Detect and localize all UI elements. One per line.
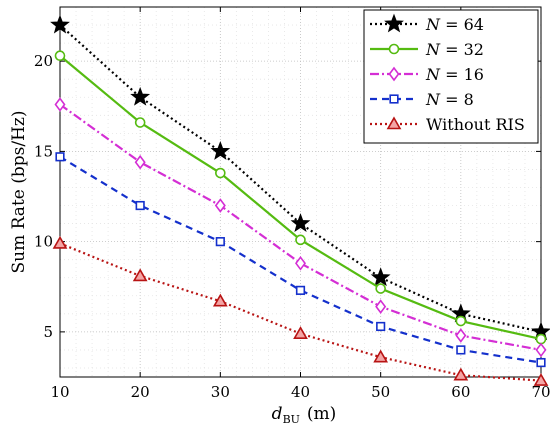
star-marker [384, 13, 404, 33]
y-tick-label: 5 [43, 323, 53, 341]
triangle-marker [533, 372, 549, 386]
circle-marker [388, 43, 400, 55]
diamond-marker [535, 342, 547, 358]
square-marker [135, 200, 145, 211]
triangle-marker [386, 116, 402, 130]
series-2 [54, 50, 547, 345]
triangle-marker [132, 268, 148, 282]
x-tick-label: 40 [291, 383, 310, 401]
square-marker [55, 152, 65, 162]
diamond-marker [214, 198, 226, 213]
legend-entry: N = 64 [370, 13, 484, 34]
y-tick-labels: 5 10 15 20 [34, 52, 53, 341]
circle-marker [215, 167, 226, 179]
legend: N = 64 N = 32 N = 16 N = 8 Without RIS [363, 9, 539, 144]
circle-marker [455, 315, 467, 327]
circle-marker [375, 283, 386, 294]
triangle-marker [453, 367, 469, 381]
circle-marker [535, 333, 547, 345]
legend-label: N = 8 [425, 90, 474, 109]
legend-entry: N = 32 [370, 40, 484, 59]
circle-marker [54, 50, 66, 62]
diamond-marker [295, 255, 306, 271]
star-marker [370, 267, 391, 287]
square-marker [536, 357, 546, 368]
diamond-marker [54, 97, 66, 112]
diamond-marker [375, 299, 387, 314]
square-marker [389, 94, 399, 104]
y-tick-label: 10 [34, 233, 53, 251]
square-marker [215, 237, 225, 247]
legend-entry: N = 8 [370, 90, 474, 109]
y-tick-label: 20 [34, 52, 53, 70]
star-marker [130, 86, 151, 106]
diamond-marker [134, 154, 146, 170]
square-marker [376, 321, 386, 332]
star-marker [210, 140, 231, 160]
x-tick-label: 70 [531, 383, 550, 401]
legend-entry: N = 16 [370, 65, 484, 84]
series-3 [54, 97, 547, 358]
y-tick-label: 15 [34, 142, 53, 160]
legend-label: Without RIS [426, 115, 525, 134]
legend-entry: Without RIS [370, 115, 525, 134]
diamond-marker [388, 66, 400, 82]
circle-marker [295, 234, 306, 246]
x-tick-label: 30 [211, 383, 230, 401]
x-tick-label: 60 [451, 383, 470, 401]
series-4 [55, 152, 546, 368]
legend-label: N = 32 [425, 40, 484, 59]
circle-marker [134, 117, 146, 128]
legend-label: N = 64 [425, 15, 484, 34]
diamond-marker [455, 328, 467, 343]
x-tick-label: 20 [131, 383, 150, 401]
x-tick-labels: 10 20 30 40 50 60 70 [50, 383, 550, 401]
square-marker [295, 285, 306, 295]
legend-label: N = 16 [425, 65, 484, 84]
star-marker [50, 14, 70, 34]
triangle-marker [373, 349, 389, 363]
square-marker [456, 345, 466, 355]
x-tick-label: 10 [50, 383, 69, 401]
triangle-marker [212, 293, 228, 307]
triangle-marker [293, 326, 308, 339]
x-axis-label: dBU (m) [272, 404, 337, 426]
y-axis-label: Sum Rate (bps/Hz) [9, 110, 29, 273]
x-tick-label: 50 [371, 383, 390, 401]
triangle-marker [52, 235, 68, 249]
star-marker [290, 213, 311, 233]
series-5 [52, 235, 549, 386]
data-series [50, 14, 550, 386]
